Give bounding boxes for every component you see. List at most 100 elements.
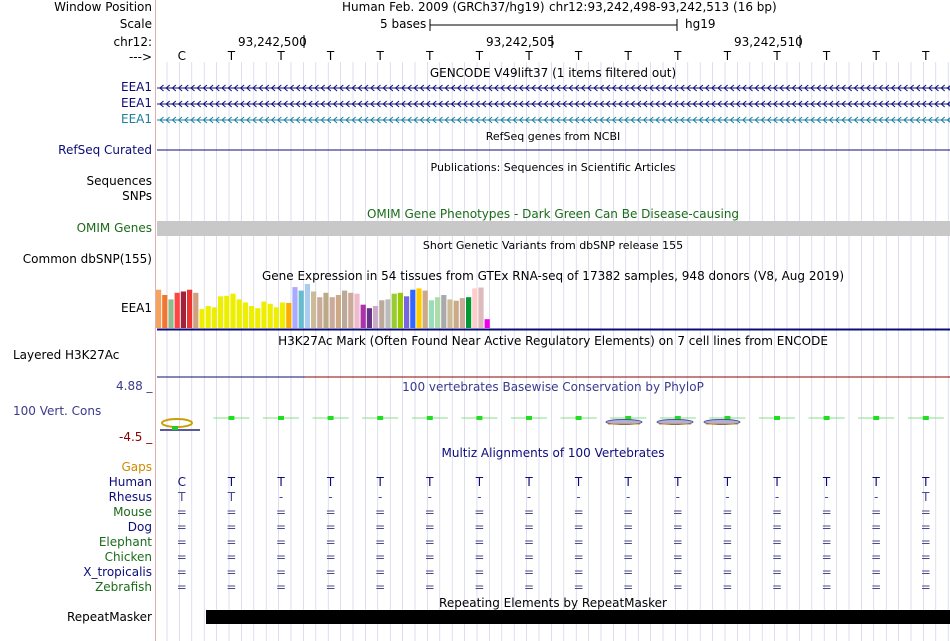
gtex-tissue-bar[interactable] [422, 290, 428, 328]
gtex-tissue-bar[interactable] [199, 309, 205, 328]
publications-sequences-label[interactable]: Sequences [86, 174, 152, 188]
gencode-strand-arrow [909, 116, 915, 124]
gtex-tissue-bar[interactable] [267, 303, 273, 328]
gtex-tissue-bar[interactable] [211, 307, 217, 328]
gtex-tissue-bar[interactable] [236, 299, 242, 328]
gencode-item-1[interactable]: EEA1 [120, 80, 152, 94]
gtex-tissue-bar[interactable] [379, 300, 385, 328]
gtex-tissue-bar[interactable] [280, 302, 286, 328]
gtex-tissue-bar[interactable] [453, 300, 459, 328]
dbsnp-label[interactable]: Common dbSNP(155) [22, 252, 152, 266]
species-label[interactable]: Zebrafish [95, 580, 152, 594]
gencode-features[interactable] [157, 84, 950, 124]
gtex-tissue-bar[interactable] [162, 295, 168, 328]
gencode-strand-arrow [847, 116, 853, 124]
gtex-tissue-bar[interactable] [187, 289, 193, 328]
gtex-tissue-bar[interactable] [261, 301, 267, 328]
gtex-tissue-bar[interactable] [478, 287, 484, 328]
gaps-label[interactable]: Gaps [121, 460, 152, 474]
gtex-tissue-bar[interactable] [218, 296, 224, 328]
species-label[interactable]: Rhesus [108, 490, 152, 504]
gtex-tissue-bar[interactable] [174, 292, 180, 328]
gtex-tissue-bar[interactable] [205, 306, 211, 328]
repeatmasker-label[interactable]: RepeatMasker [66, 610, 152, 624]
gtex-tissue-bar[interactable] [428, 300, 434, 328]
publications-snps-label[interactable]: SNPs [122, 189, 152, 203]
phylop-signal[interactable] [160, 416, 944, 431]
gencode-strand-arrow [779, 100, 784, 108]
gtex-tissue-bar[interactable] [335, 295, 341, 328]
gtex-tissue-bar[interactable] [373, 306, 379, 328]
gencode-strand-arrow [611, 100, 617, 108]
gtex-tissue-bar[interactable] [242, 302, 248, 328]
gtex-tissue-bar[interactable] [286, 302, 292, 328]
gtex-tissue-bar[interactable] [348, 292, 354, 328]
gtex-tissue-bar[interactable] [304, 284, 310, 328]
gencode-strand-arrow [723, 116, 729, 124]
gtex-tissue-bar[interactable] [298, 290, 304, 328]
gencode-strand-arrow [227, 100, 233, 108]
gtex-tissue-bar[interactable] [329, 297, 335, 328]
gtex-tissue-bar[interactable] [323, 292, 329, 328]
gtex-tissue-bar[interactable] [484, 319, 490, 328]
base-letter: T [227, 49, 236, 63]
gencode-strand-arrow [890, 84, 896, 92]
gtex-tissue-bar[interactable] [168, 299, 174, 328]
gtex-tissue-bar[interactable] [391, 293, 397, 328]
gtex-tissue-bar[interactable] [397, 292, 403, 328]
gtex-tissue-bar[interactable] [317, 297, 323, 328]
alignment-base: = [523, 565, 535, 579]
gtex-tissue-bar[interactable] [292, 287, 298, 328]
gtex-tissue-bar[interactable] [193, 292, 199, 328]
gencode-item-2[interactable]: EEA1 [120, 96, 152, 110]
refseq-label[interactable]: RefSeq Curated [58, 143, 152, 157]
gtex-label[interactable]: EEA1 [120, 301, 152, 315]
gtex-tissue-bar[interactable] [466, 297, 472, 328]
gtex-tissue-bar[interactable] [416, 288, 422, 328]
species-label[interactable]: Mouse [113, 505, 152, 519]
gtex-tissue-bar[interactable] [410, 289, 416, 328]
gencode-strand-arrow [258, 116, 264, 124]
gtex-tissue-bar[interactable] [435, 297, 441, 328]
gtex-tissue-bar[interactable] [459, 298, 465, 328]
gencode-item-3[interactable]: EEA1 [120, 112, 152, 126]
omim-feature[interactable] [157, 221, 950, 236]
gtex-tissue-bar[interactable] [404, 296, 410, 328]
gtex-tissue-bar[interactable] [360, 304, 366, 328]
gtex-tissue-bar[interactable] [354, 293, 360, 328]
gtex-tissue-bar[interactable] [441, 295, 447, 328]
species-label[interactable]: Elephant [98, 535, 152, 549]
gencode-strand-arrow [320, 100, 326, 108]
species-label[interactable]: X_tropicalis [83, 565, 152, 579]
gtex-tissue-bar[interactable] [472, 288, 478, 328]
species-label[interactable]: Chicken [104, 550, 152, 564]
gtex-tissue-bar[interactable] [180, 291, 186, 328]
gencode-strand-arrow [897, 116, 902, 124]
species-label[interactable]: Dog [127, 520, 152, 534]
h3k27ac-label[interactable]: Layered H3K27Ac [13, 348, 120, 362]
gencode-strand-arrow [407, 100, 412, 108]
species-label[interactable]: Human [108, 475, 152, 489]
phylop-label[interactable]: 100 Vert. Cons [13, 404, 102, 418]
gtex-tissue-bar[interactable] [230, 293, 236, 328]
gtex-tissue-bar[interactable] [249, 306, 255, 328]
gtex-tissue-bar[interactable] [156, 289, 162, 328]
gencode-strand-arrow [655, 116, 660, 124]
omim-label[interactable]: OMIM Genes [76, 221, 152, 235]
position-text: chr12:93,242,498-93,242,513 (16 bp) [549, 0, 777, 14]
gencode-strand-arrow [215, 84, 220, 92]
gencode-strand-arrow [748, 84, 753, 92]
gtex-tissue-bar[interactable] [273, 307, 279, 328]
gtex-tissue-bar[interactable] [385, 299, 391, 328]
gtex-tissue-bar[interactable] [311, 291, 317, 328]
gtex-tissue-bar[interactable] [342, 290, 348, 328]
repeatmasker-feature[interactable] [206, 610, 950, 624]
gtex-tissue-bar[interactable] [255, 308, 261, 328]
gtex-tissue-bar[interactable] [366, 308, 372, 328]
gtex-tissue-bar[interactable] [224, 295, 230, 328]
gtex-tissue-bar[interactable] [447, 299, 453, 328]
gencode-strand-arrow [624, 84, 629, 92]
alignment-base: = [523, 505, 535, 519]
gtex-bar-chart[interactable] [156, 284, 490, 328]
